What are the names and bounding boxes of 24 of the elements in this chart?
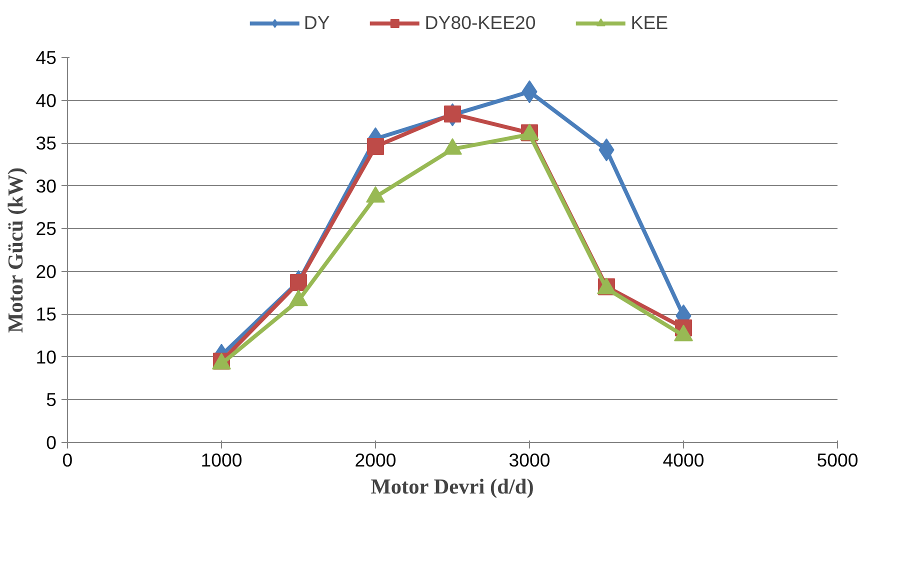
x-tick-label: 2000 [354,450,396,470]
y-tick-label: 5 [46,389,57,410]
point [444,105,461,122]
y-tick-label: 45 [36,47,57,68]
y-tick-label: 30 [36,175,57,196]
y-axis-title: Motor Gücü (kW) [4,167,28,333]
y-tick-label: 25 [36,218,57,240]
x-tick-label: 3000 [508,450,550,470]
y-tick-label: 10 [36,346,57,368]
x-tick-label: 4000 [662,450,704,470]
legend-label: DY80-KEE20 [424,12,536,34]
x-axis-title: Motor Devri (d/d) [370,474,534,498]
x-tick-label: 5000 [816,450,858,470]
x-tick-label: 1000 [200,450,242,470]
y-tick-label: 40 [36,90,57,111]
y-tick-label: 15 [36,304,57,325]
y-tick-label: 35 [36,132,57,154]
legend-label: DY [304,12,330,34]
point [367,138,384,155]
x-tick-label: 0 [62,450,73,470]
point [290,274,307,292]
legend-label: KEE [630,12,668,34]
y-tick-label: 0 [46,432,57,453]
y-tick-label: 20 [36,260,57,282]
